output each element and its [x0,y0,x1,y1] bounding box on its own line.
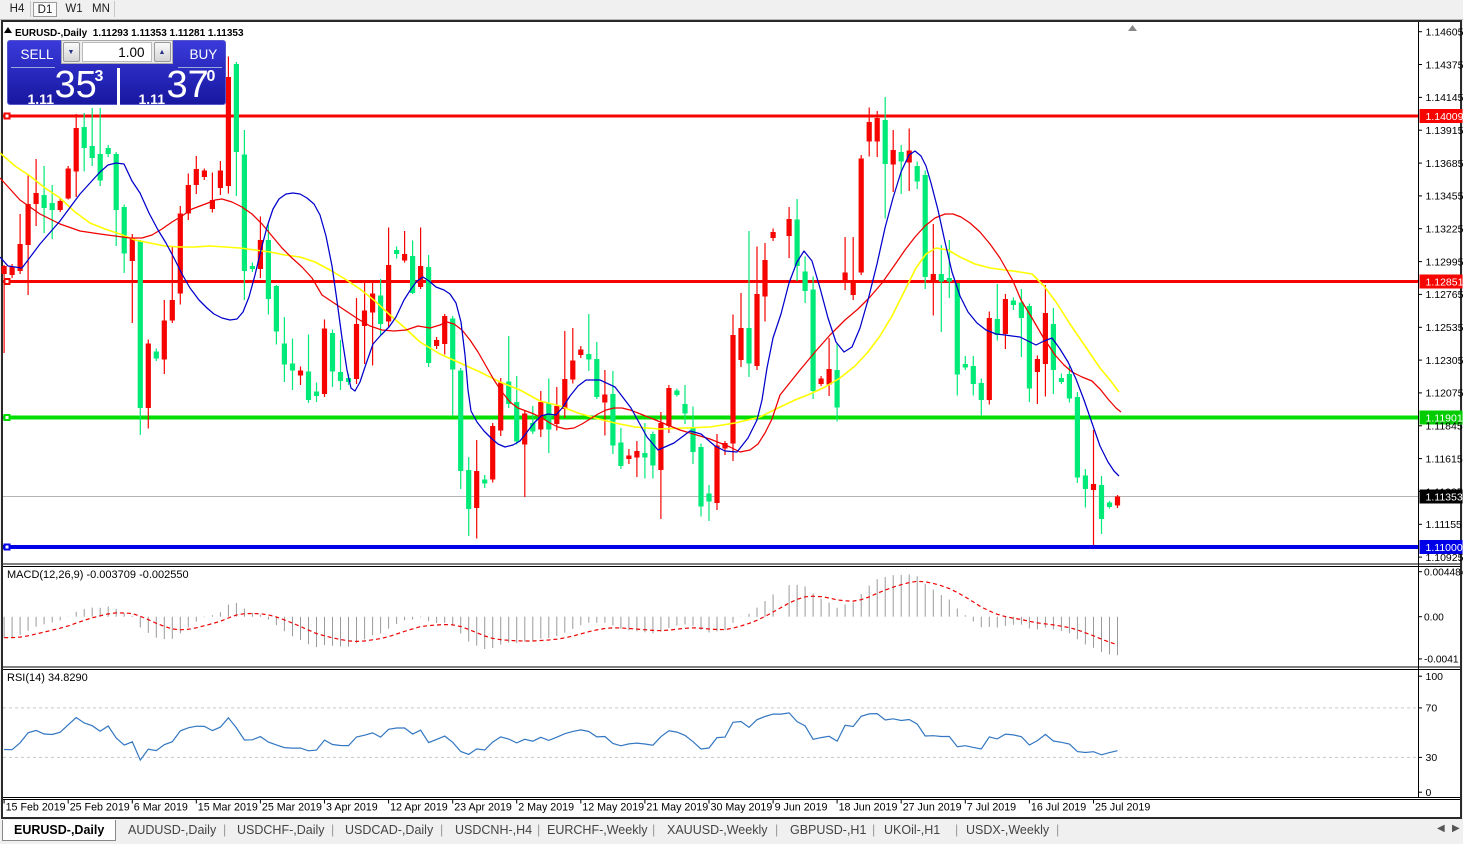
svg-text:1.13685: 1.13685 [1426,158,1463,170]
svg-text:70: 70 [1426,703,1438,715]
svg-text:1.12995: 1.12995 [1426,256,1463,268]
svg-text:1.12075: 1.12075 [1426,388,1463,400]
svg-text:21 May 2019: 21 May 2019 [646,802,708,814]
svg-text:15 Mar 2019: 15 Mar 2019 [198,802,258,814]
svg-text:1.12765: 1.12765 [1426,289,1463,301]
svg-text:100: 100 [1426,671,1444,683]
svg-text:MACD(12,26,9) -0.003709 -0.002: MACD(12,26,9) -0.003709 -0.002550 [7,569,189,581]
svg-text:30 May 2019: 30 May 2019 [711,802,773,814]
svg-text:3 Apr 2019: 3 Apr 2019 [326,802,378,814]
svg-text:7 Jul 2019: 7 Jul 2019 [967,802,1016,814]
svg-text:1.11615: 1.11615 [1426,453,1463,465]
svg-text:0.004484: 0.004484 [1424,568,1463,579]
svg-text:1.12305: 1.12305 [1426,355,1463,367]
svg-text:1.12851: 1.12851 [1426,277,1463,289]
svg-text:12 Apr 2019: 12 Apr 2019 [390,802,448,814]
svg-text:1.12535: 1.12535 [1426,322,1463,334]
svg-text:1.14375: 1.14375 [1426,59,1463,71]
svg-text:RSI(14) 34.8290: RSI(14) 34.8290 [7,672,88,684]
svg-text:30: 30 [1426,752,1438,764]
svg-text:18 Jun 2019: 18 Jun 2019 [839,802,898,814]
svg-text:1.13915: 1.13915 [1426,125,1463,137]
svg-text:15 Feb 2019: 15 Feb 2019 [6,802,66,814]
svg-text:9 Jun 2019: 9 Jun 2019 [775,802,828,814]
svg-text:2 May 2019: 2 May 2019 [518,802,574,814]
svg-text:0.00: 0.00 [1424,613,1444,624]
svg-text:1.11385: 1.11385 [1426,486,1463,498]
svg-text:1.11155: 1.11155 [1426,519,1463,531]
svg-text:25 Feb 2019: 25 Feb 2019 [70,802,130,814]
svg-text:1.11000: 1.11000 [1426,542,1463,554]
svg-text:1.13225: 1.13225 [1426,224,1463,236]
svg-text:1.14605: 1.14605 [1426,27,1463,39]
svg-text:1.11353: 1.11353 [1426,492,1463,504]
svg-text:12 May 2019: 12 May 2019 [582,802,644,814]
svg-text:1.10925: 1.10925 [1426,552,1463,564]
svg-text:1.13455: 1.13455 [1426,191,1463,203]
svg-text:16 Jul 2019: 16 Jul 2019 [1031,802,1086,814]
svg-text:27 Jun 2019: 27 Jun 2019 [903,802,962,814]
svg-text:-0.0041: -0.0041 [1424,655,1459,666]
svg-text:1.11901: 1.11901 [1426,413,1463,425]
svg-text:1.14145: 1.14145 [1426,92,1463,104]
svg-text:0: 0 [1426,787,1432,799]
svg-text:25 Mar 2019: 25 Mar 2019 [262,802,322,814]
svg-text:EURUSD-,Daily 1.11293 1.11353: EURUSD-,Daily 1.11293 1.11353 1.11281 1.… [15,28,244,39]
svg-text:25 Jul 2019: 25 Jul 2019 [1095,802,1150,814]
svg-text:1.11845: 1.11845 [1426,421,1463,433]
svg-text:6 Mar 2019: 6 Mar 2019 [134,802,188,814]
svg-text:23 Apr 2019: 23 Apr 2019 [454,802,512,814]
svg-text:1.14009: 1.14009 [1426,111,1463,123]
